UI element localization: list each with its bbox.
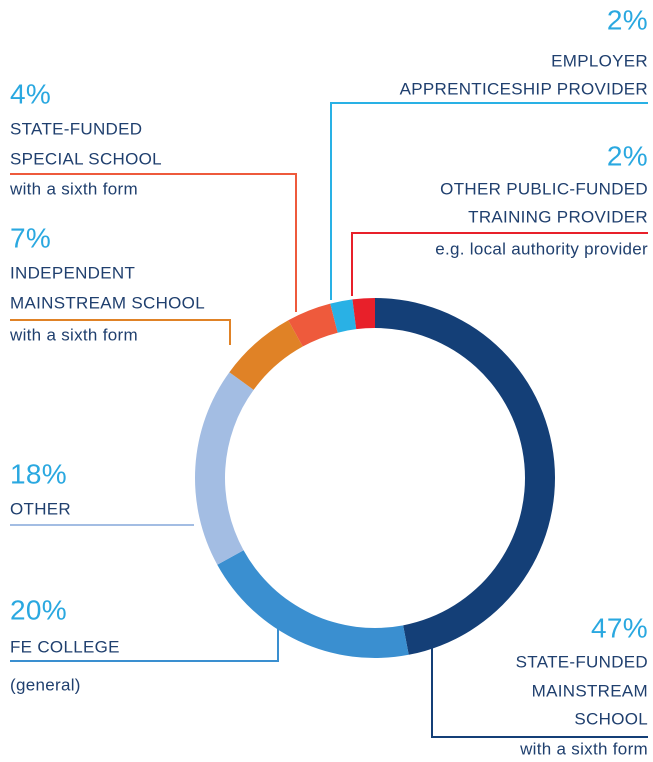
category-note: e.g. local authority provider (435, 239, 648, 258)
category-label: APPRENTICESHIP PROVIDER (400, 79, 648, 98)
category-label: MAINSTREAM (532, 681, 648, 700)
connector-line (351, 232, 648, 296)
donut-segment (352, 298, 375, 330)
category-label: INDEPENDENT (10, 263, 135, 282)
donut-segment (195, 372, 254, 565)
category-label: STATE-FUNDED (516, 652, 648, 671)
category-label: FE COLLEGE (10, 637, 120, 656)
connector-line (330, 102, 648, 300)
percent-label: 47% (591, 612, 648, 643)
percent-label: 7% (10, 222, 51, 253)
category-note: with a sixth form (9, 325, 138, 344)
category-label: STATE-FUNDED (10, 119, 142, 138)
category-label: SCHOOL (574, 709, 648, 728)
category-note: with a sixth form (519, 739, 648, 758)
category-label: OTHER (10, 499, 71, 518)
category-label: TRAINING PROVIDER (468, 207, 648, 226)
category-note: (general) (10, 675, 81, 694)
donut-segment (217, 550, 409, 658)
category-note: with a sixth form (9, 179, 138, 198)
connector-line (10, 628, 279, 662)
category-label: OTHER PUBLIC-FUNDED (440, 179, 648, 198)
percent-label: 2% (607, 4, 648, 35)
category-label: MAINSTREAM SCHOOL (10, 293, 205, 312)
percent-label: 2% (607, 140, 648, 171)
category-label: SPECIAL SCHOOL (10, 149, 162, 168)
connector-line (10, 319, 231, 345)
percent-label: 18% (10, 458, 67, 489)
donut-segment (229, 320, 303, 390)
percent-label: 20% (10, 594, 67, 625)
category-label: EMPLOYER (551, 51, 648, 70)
connector-line (431, 645, 648, 738)
connector-line (10, 173, 297, 312)
donut-segment (288, 303, 338, 347)
percent-label: 4% (10, 78, 51, 109)
donut-segment (330, 299, 357, 333)
donut-segment (375, 298, 556, 655)
